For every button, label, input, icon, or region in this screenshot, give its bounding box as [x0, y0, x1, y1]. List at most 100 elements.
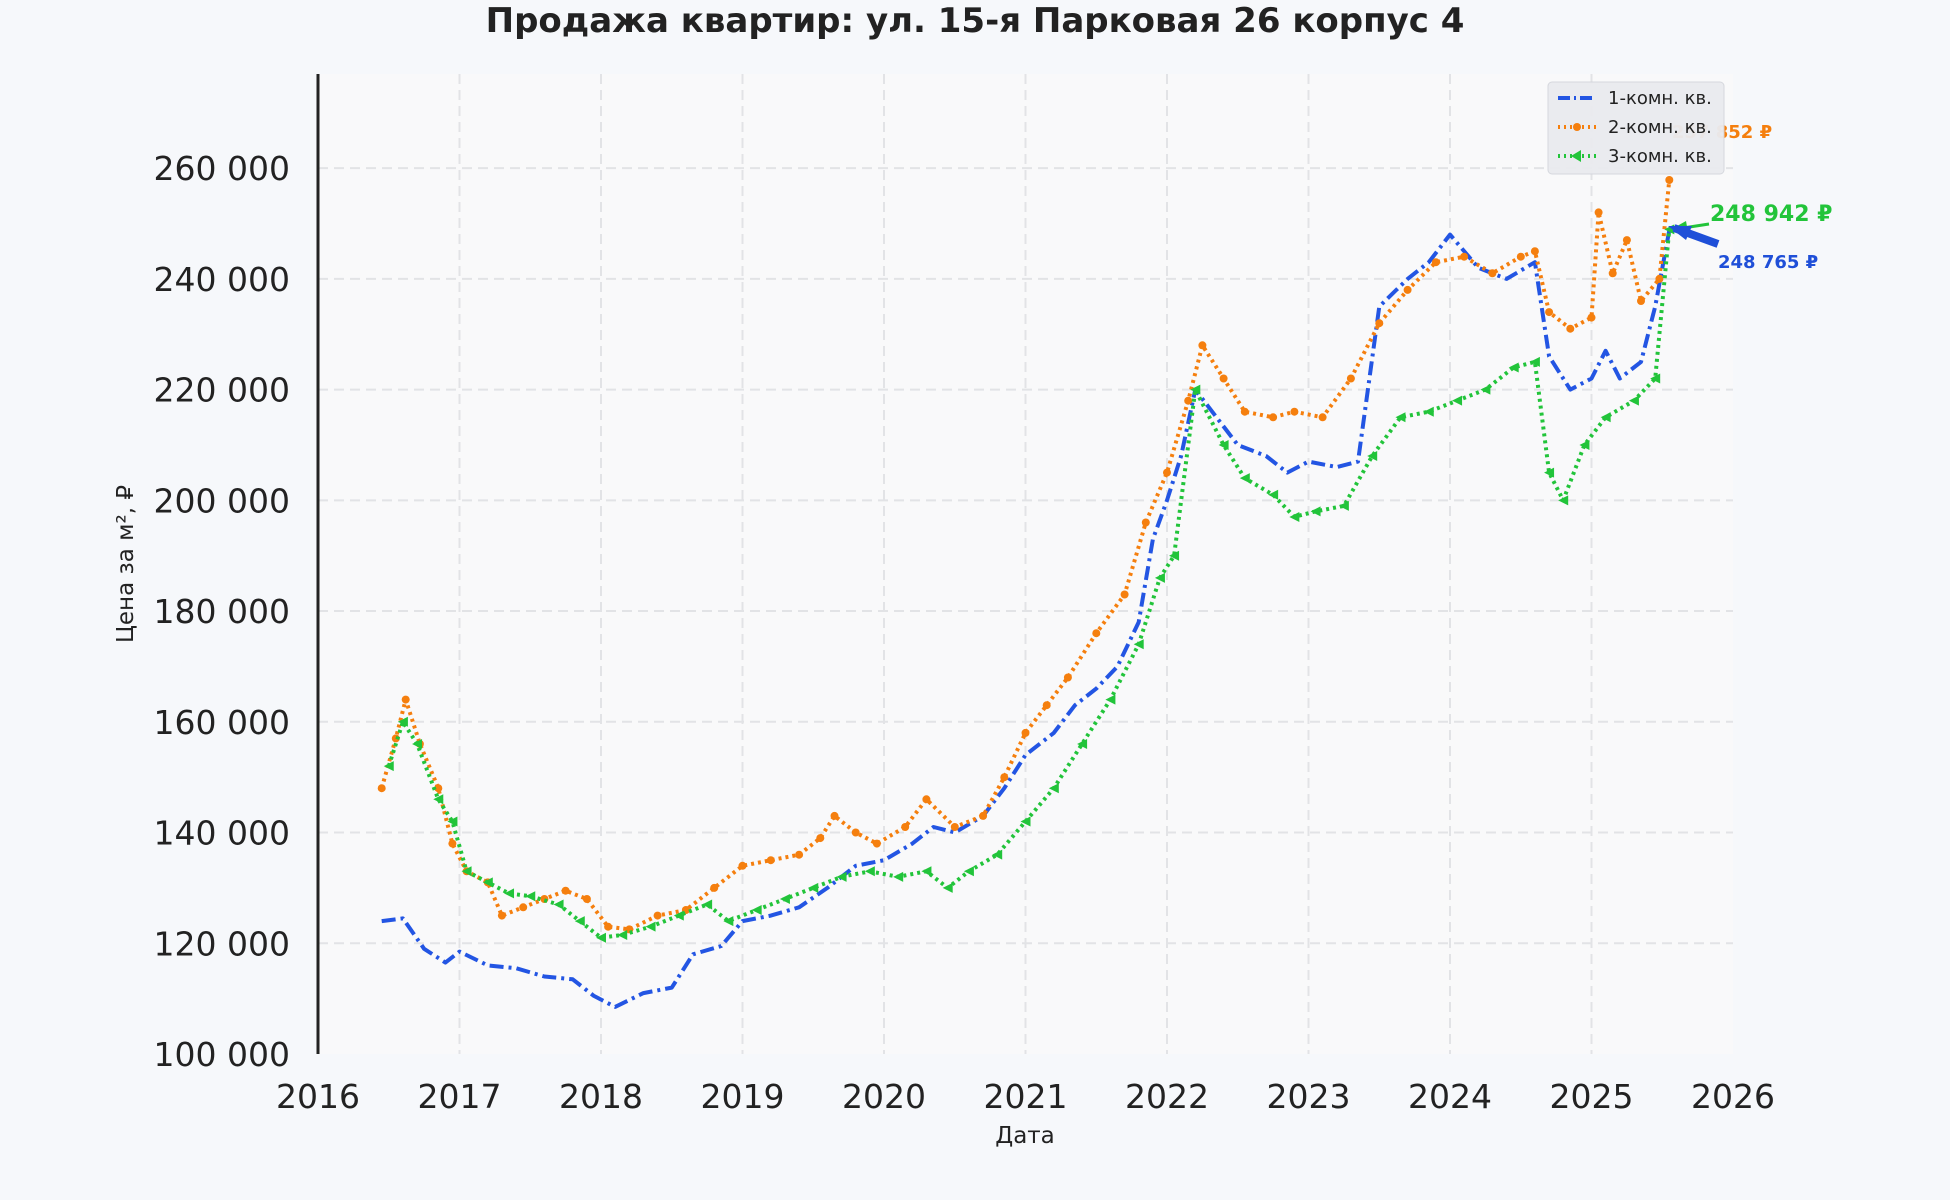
data-point-2room — [1637, 297, 1645, 305]
data-point-2room — [1587, 313, 1596, 322]
data-point-3room — [893, 871, 904, 882]
data-point-2room — [816, 834, 825, 843]
data-point-3room — [1133, 639, 1144, 650]
data-point-2room — [950, 823, 959, 831]
data-point-2room — [1431, 258, 1440, 267]
data-point-3room — [1169, 550, 1180, 561]
data-point-3room — [808, 882, 819, 893]
data-point-3room — [1268, 489, 1279, 500]
data-point-2room — [1141, 518, 1150, 527]
data-point-3room — [1480, 384, 1491, 395]
data-point-3room — [447, 816, 458, 827]
data-point-3room — [963, 866, 974, 877]
y-tick-label: 140 000 — [154, 814, 290, 853]
legend-label-2room: 2-комн. кв. — [1608, 117, 1712, 138]
data-point-2room — [1000, 773, 1009, 782]
legend-label-3room: 3-комн. кв. — [1608, 146, 1712, 167]
data-point-3room — [702, 899, 713, 910]
data-point-3room — [836, 871, 847, 882]
data-point-2room — [497, 911, 506, 920]
data-point-3room — [1544, 467, 1555, 478]
y-tick-label: 100 000 — [154, 1035, 290, 1074]
data-point-3room — [397, 716, 408, 727]
data-point-2room — [979, 811, 988, 820]
y-tick-label: 200 000 — [154, 481, 290, 520]
data-point-3room — [1600, 412, 1611, 423]
x-tick-label: 2024 — [1408, 1077, 1492, 1116]
data-point-2room — [1290, 407, 1299, 416]
legend: 1-комн. кв. 2-комн. кв. 3-комн. кв. — [1547, 81, 1725, 175]
data-point-2room — [901, 823, 910, 831]
data-point-2room — [1622, 236, 1631, 245]
data-point-3room — [1529, 356, 1540, 367]
data-point-2room — [851, 828, 860, 837]
y-tick-label: 160 000 — [154, 703, 290, 742]
data-point-3room — [461, 866, 472, 877]
data-point-3room — [504, 888, 515, 899]
y-tick-label: 120 000 — [154, 924, 290, 963]
data-point-3room — [1190, 384, 1201, 395]
y-tick-label: 180 000 — [154, 592, 290, 631]
data-point-2room — [1184, 396, 1193, 405]
data-point-2room — [1219, 374, 1228, 383]
data-point-3room — [383, 761, 394, 772]
data-point-3room — [1508, 362, 1519, 373]
data-point-2room — [653, 911, 662, 920]
data-point-3room — [1628, 395, 1639, 406]
data-point-3room — [525, 891, 536, 902]
data-point-2room — [1460, 252, 1469, 261]
chart-title: Продажа квартир: ул. 15-я Парковая 26 ко… — [486, 1, 1465, 41]
x-axis-label: Дата — [995, 1123, 1055, 1149]
data-point-3room — [617, 929, 628, 940]
data-point-3room — [1452, 395, 1463, 406]
x-tick-label: 2023 — [1267, 1077, 1351, 1116]
data-point-3room — [482, 877, 493, 888]
data-point-3room — [723, 916, 734, 927]
data-point-3room — [751, 905, 762, 916]
data-point-2room — [1566, 324, 1575, 333]
x-tick-labels: 2016 2017 2018 2019 2020 2021 2022 2023 2024 2025… — [276, 1077, 1775, 1116]
data-point-3room — [921, 866, 932, 877]
data-point-3room — [779, 893, 790, 904]
data-point-2room — [1318, 413, 1327, 422]
data-point-3room — [1154, 572, 1165, 583]
data-point-2room — [1240, 407, 1249, 416]
annotation-1room: 248 765 ₽ — [1718, 252, 1818, 273]
data-point-2room — [1530, 247, 1539, 256]
data-point-3room — [1077, 738, 1088, 749]
data-point-2room — [1403, 285, 1412, 294]
data-point-2room — [1545, 308, 1554, 317]
data-point-3room — [673, 910, 684, 921]
x-tick-label: 2018 — [559, 1077, 643, 1116]
x-tick-label: 2025 — [1550, 1077, 1634, 1116]
data-point-2room — [401, 695, 410, 704]
data-point-3room — [412, 738, 423, 749]
data-point-2room — [1163, 468, 1171, 477]
data-point-3room — [553, 899, 564, 910]
legend-marker-2room — [1573, 123, 1581, 131]
data-point-2room — [1120, 590, 1129, 599]
data-point-2room — [377, 784, 386, 793]
legend-box — [1547, 81, 1725, 175]
data-point-3room — [1338, 500, 1349, 511]
data-point-3room — [1239, 473, 1250, 484]
data-point-2room — [710, 883, 719, 892]
data-point-2room — [1042, 701, 1051, 710]
data-point-2room — [582, 895, 591, 903]
data-point-3room — [1289, 511, 1300, 522]
series-layer — [377, 176, 1675, 1009]
x-tick-label: 2022 — [1125, 1077, 1209, 1116]
data-point-2room — [766, 856, 775, 865]
annotation-3room: 248 942 ₽ — [1710, 202, 1832, 227]
gridlines — [318, 74, 1733, 1054]
data-point-3room — [864, 866, 875, 877]
data-point-2room — [1608, 269, 1617, 278]
data-point-2room — [872, 839, 881, 848]
x-tick-label: 2026 — [1691, 1077, 1775, 1116]
data-point-2room — [1092, 629, 1101, 638]
data-point-3room — [1558, 495, 1569, 506]
data-point-3room — [1367, 451, 1378, 462]
y-tick-labels: 100 000 120 000 140 000 160 000 180 000 200 0… — [154, 149, 290, 1074]
legend-marker-3room — [1571, 150, 1581, 162]
